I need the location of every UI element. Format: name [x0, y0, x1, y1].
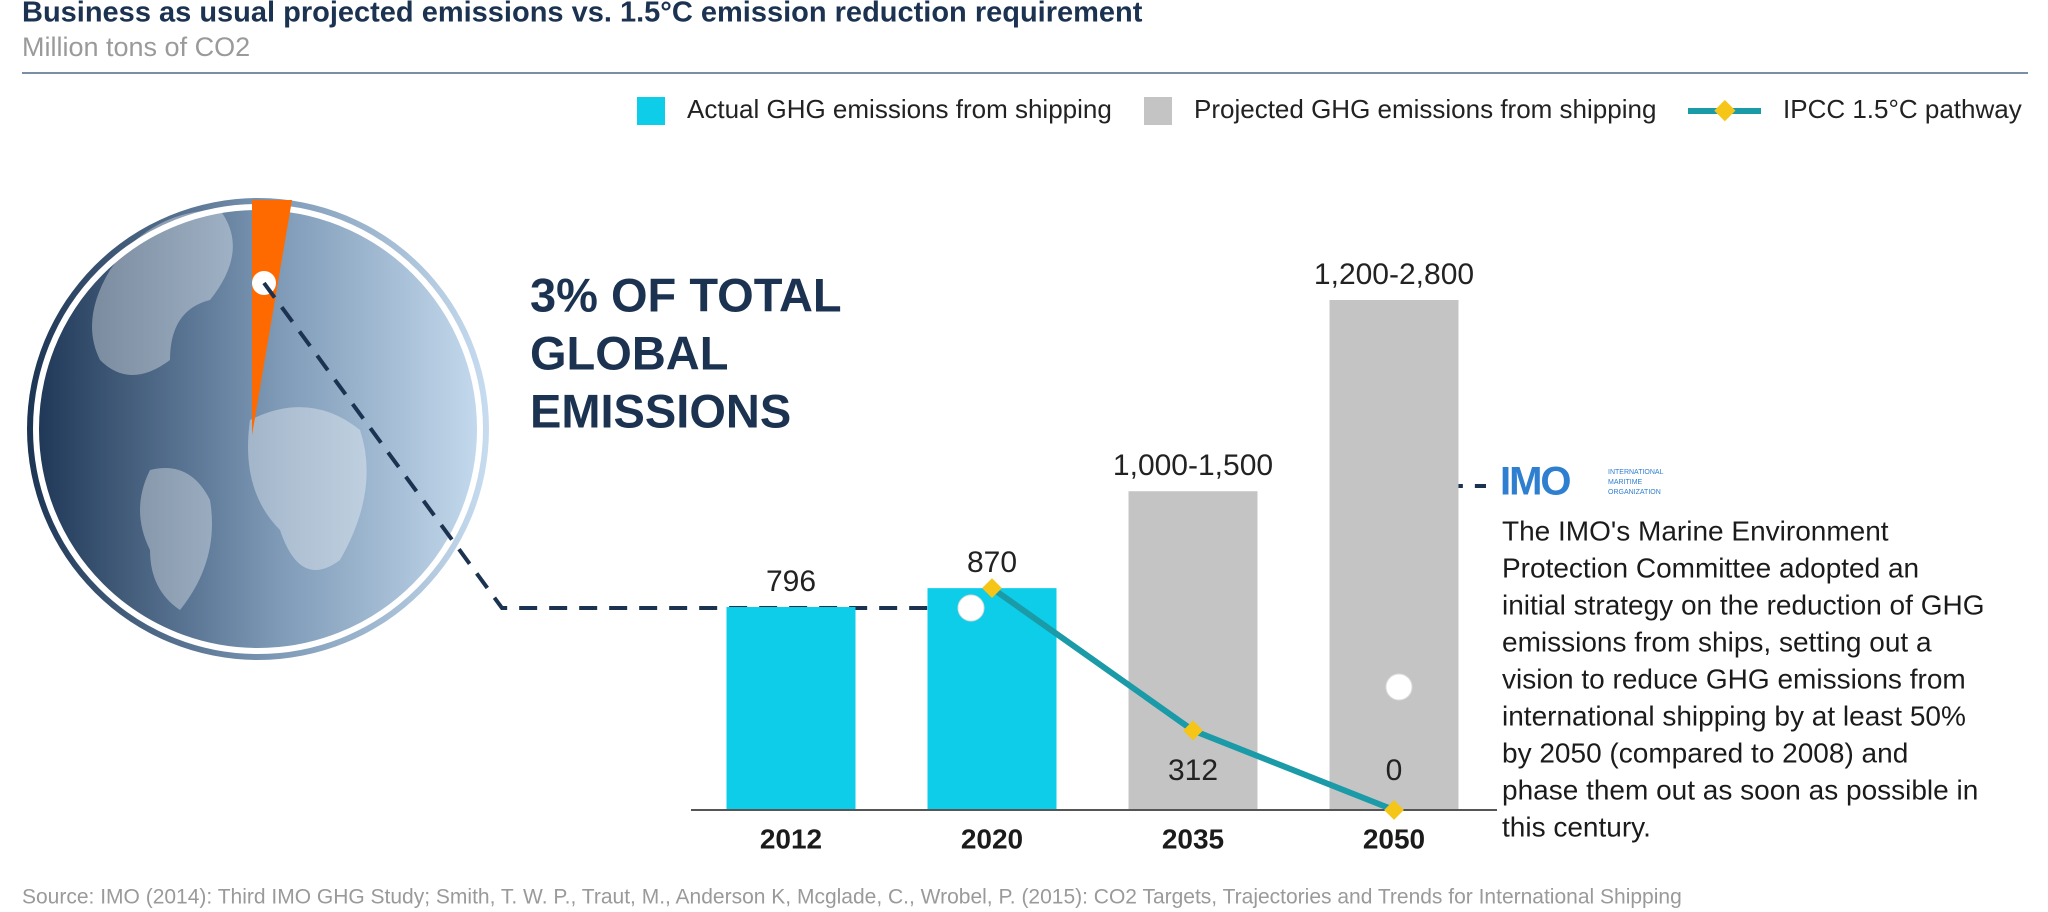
- connector: [262, 281, 971, 610]
- bar: [726, 607, 856, 810]
- legend-swatch: [637, 97, 665, 125]
- bar: [1128, 491, 1258, 810]
- imo-logo-sub: ORGANIZATION: [1608, 489, 1661, 496]
- imo-text: The IMO's Marine Environment: [1502, 515, 1889, 546]
- chart-title: Business as usual projected emissions vs…: [22, 0, 1143, 29]
- legend-label: Actual GHG emissions from shipping: [687, 94, 1112, 124]
- imo-logo: IMO: [1500, 460, 1570, 504]
- x-tick-label: 2050: [1363, 823, 1425, 854]
- legend-label: IPCC 1.5°C pathway: [1783, 94, 2022, 124]
- source: Source: IMO (2014): Third IMO GHG Study;…: [22, 886, 1682, 909]
- imo-text: initial strategy on the reduction of GHG: [1502, 589, 1984, 620]
- value-label: 312: [1168, 754, 1218, 787]
- imo-text: by 2050 (compared to 2008) and: [1502, 737, 1908, 768]
- headline: GLOBAL: [530, 326, 728, 379]
- value-label: 1,000-1,500: [1113, 449, 1273, 482]
- legend-swatch: [1144, 97, 1172, 125]
- value-label: 870: [967, 546, 1017, 579]
- connector-dot: [1385, 673, 1413, 701]
- globe: [27, 198, 489, 660]
- imo-text: international shipping by at least 50%: [1502, 700, 1966, 731]
- bar: [1329, 300, 1459, 810]
- imo-logo-sub: INTERNATIONAL: [1608, 469, 1664, 476]
- imo-text: phase them out as soon as possible in: [1502, 774, 1978, 805]
- x-tick-label: 2035: [1162, 823, 1224, 854]
- pathway-marker: [982, 578, 1002, 599]
- chart-subtitle: Million tons of CO2: [22, 32, 250, 62]
- bar: [927, 588, 1057, 810]
- value-label: 0: [1386, 754, 1403, 787]
- imo-text: Protection Committee adopted an: [1502, 552, 1919, 583]
- imo-text: vision to reduce GHG emissions from: [1502, 663, 1966, 694]
- pathway-marker: [1384, 800, 1404, 820]
- headline: 3% OF TOTAL: [530, 268, 842, 321]
- pathway-marker: [1183, 720, 1203, 741]
- x-tick-label: 2020: [961, 823, 1023, 854]
- imo-logo-sub: MARITIME: [1608, 479, 1643, 486]
- x-tick-label: 2012: [760, 823, 822, 854]
- imo-text: emissions from ships, setting out a: [1502, 626, 1932, 657]
- headline: EMISSIONS: [530, 384, 791, 437]
- value-label: 796: [766, 565, 816, 598]
- imo-text: this century.: [1502, 811, 1651, 842]
- legend-label: Projected GHG emissions from shipping: [1194, 94, 1656, 124]
- legend-marker: [1714, 100, 1736, 122]
- connector-dot: [957, 594, 985, 622]
- value-label: 1,200-2,800: [1314, 258, 1474, 291]
